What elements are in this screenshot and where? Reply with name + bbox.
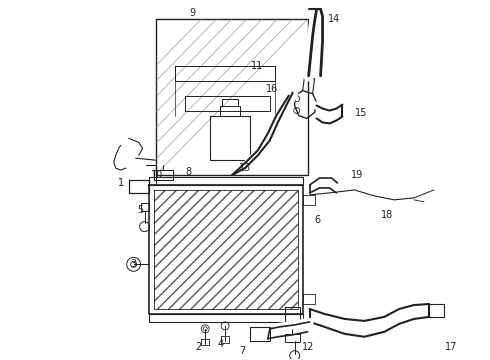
- Text: 4: 4: [217, 339, 223, 349]
- Text: 10: 10: [151, 170, 164, 180]
- Text: 8: 8: [185, 167, 192, 177]
- Text: 12: 12: [301, 342, 314, 352]
- Text: 7: 7: [239, 346, 245, 356]
- Text: 2: 2: [195, 342, 201, 352]
- Bar: [153, 190, 298, 309]
- Text: 3: 3: [130, 259, 137, 269]
- Text: 9: 9: [189, 8, 196, 18]
- Text: 16: 16: [266, 84, 278, 94]
- Text: 17: 17: [444, 342, 457, 352]
- Text: 5: 5: [138, 205, 144, 215]
- Text: 6: 6: [315, 215, 320, 225]
- Text: 11: 11: [251, 61, 263, 71]
- Text: 1: 1: [118, 178, 124, 188]
- Text: 18: 18: [381, 210, 393, 220]
- Text: 19: 19: [351, 170, 364, 180]
- Text: 13: 13: [239, 163, 251, 173]
- Text: 14: 14: [328, 14, 341, 24]
- Text: 15: 15: [355, 108, 368, 117]
